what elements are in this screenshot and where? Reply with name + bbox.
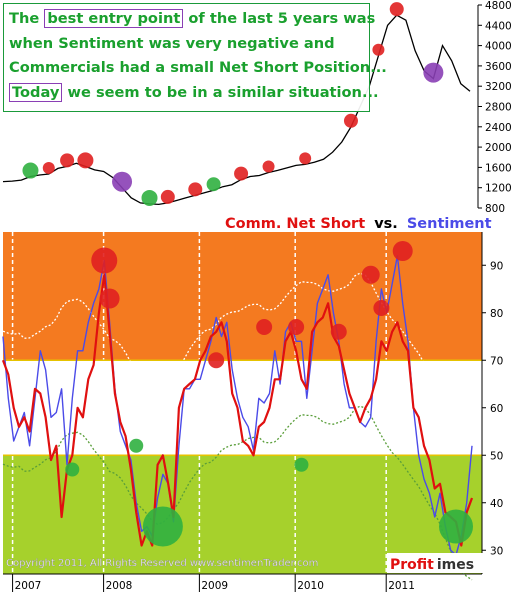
year-tick-label: 2007 bbox=[15, 580, 42, 592]
price-tick-label: 1600 bbox=[485, 162, 512, 174]
title-sentiment: Sentiment bbox=[407, 216, 492, 232]
sentiment-tick-label: 70 bbox=[490, 355, 503, 367]
sentiment-marker bbox=[91, 247, 118, 274]
title-vs: vs. bbox=[374, 216, 398, 232]
sentiment-marker bbox=[65, 462, 80, 477]
sentiment-panel: 90 80 70 60 50 40 30 2007 2008 2009 2010 2011 bbox=[1, 232, 503, 592]
top-marker bbox=[60, 153, 75, 168]
top-marker bbox=[42, 161, 55, 174]
sentiment-tick-label: 30 bbox=[490, 545, 503, 557]
highlight-best-entry: best entry point bbox=[44, 9, 184, 28]
top-marker bbox=[234, 166, 249, 181]
sentiment-marker bbox=[129, 438, 144, 453]
sentiment-marker bbox=[142, 506, 183, 547]
sentiment-tick-label: 40 bbox=[490, 498, 503, 510]
sentiment-marker bbox=[294, 457, 309, 472]
top-marker bbox=[299, 152, 312, 165]
top-marker bbox=[22, 162, 39, 179]
price-tick-label: 2000 bbox=[485, 142, 512, 154]
sentiment-marker bbox=[208, 352, 225, 369]
year-tick-label: 2009 bbox=[201, 580, 228, 592]
copyright-text: Copyright 2011, All Rights Reserved www.… bbox=[6, 558, 318, 569]
price-tick-label: 2800 bbox=[485, 102, 512, 114]
price-tick-label: 800 bbox=[485, 203, 505, 215]
price-tick-label: 2400 bbox=[485, 122, 512, 134]
top-marker bbox=[343, 113, 358, 128]
sentiment-tick-label: 80 bbox=[490, 308, 503, 320]
sentiment-marker bbox=[439, 509, 474, 544]
title-net-short: Comm. Net Short bbox=[225, 216, 365, 232]
profitimes-logo: Profit imes bbox=[387, 553, 483, 573]
price-tick-label: 4400 bbox=[485, 20, 512, 32]
price-tick-label: 4800 bbox=[485, 0, 512, 12]
top-marker bbox=[206, 177, 221, 192]
top-marker-today bbox=[423, 62, 444, 83]
sentiment-marker bbox=[361, 265, 380, 284]
top-marker bbox=[160, 189, 175, 204]
year-tick-label: 2011 bbox=[388, 580, 415, 592]
top-marker bbox=[262, 160, 275, 173]
sentiment-tick-label: 50 bbox=[490, 450, 503, 462]
annotation-line-2: when Sentiment was very negative and bbox=[9, 34, 335, 52]
annotation-box: The best entry point of the last 5 years… bbox=[3, 3, 387, 112]
top-marker bbox=[188, 182, 203, 197]
sentiment-series-line bbox=[2, 255, 473, 556]
sentiment-marker bbox=[99, 288, 120, 309]
net-short-series-line bbox=[1, 273, 474, 547]
sentiment-marker bbox=[392, 241, 413, 261]
upper-band-line bbox=[2, 272, 473, 448]
annotation-line-3: Commercials had a small Net Short Positi… bbox=[9, 59, 387, 76]
year-tick-label: 2010 bbox=[297, 580, 324, 592]
chart-title: Comm. Net Short vs. Sentiment bbox=[225, 216, 492, 232]
price-tick-label: 4000 bbox=[485, 41, 512, 53]
sentiment-marker bbox=[373, 300, 390, 316]
top-marker bbox=[77, 152, 94, 169]
price-tick-label: 3600 bbox=[485, 61, 512, 73]
price-tick-label: 1200 bbox=[485, 183, 512, 195]
highlight-today: Today bbox=[9, 82, 63, 102]
top-marker bbox=[141, 189, 158, 206]
price-tick-label: 3200 bbox=[485, 81, 512, 93]
sentiment-tick-label: 90 bbox=[490, 260, 503, 272]
sentiment-marker bbox=[330, 323, 347, 340]
sentiment-tick-label: 60 bbox=[490, 403, 503, 415]
sentiment-marker bbox=[256, 319, 273, 335]
lower-band-line bbox=[2, 405, 473, 581]
top-marker bbox=[372, 43, 385, 56]
top-marker-best-entry bbox=[112, 171, 133, 192]
top-marker bbox=[389, 2, 404, 17]
year-tick-label: 2008 bbox=[106, 580, 133, 592]
sentiment-marker bbox=[288, 319, 305, 335]
